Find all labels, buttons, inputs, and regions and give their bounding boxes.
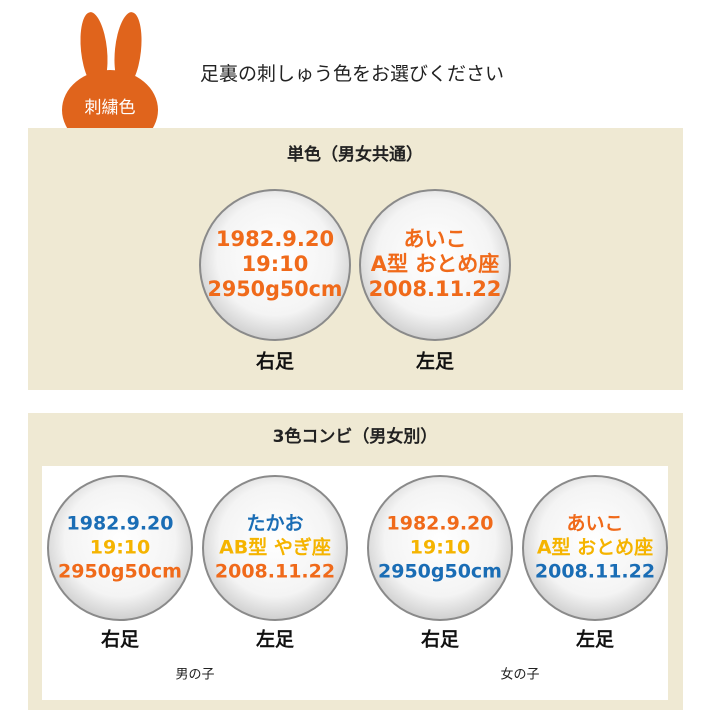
embroidery-text: 2008.11.22 [535,561,655,583]
embroidery-text: 2950g50cm [58,561,182,583]
foot-label: 左足 [416,350,455,373]
embroidery-sample [522,475,668,621]
embroidery-text: A型 おとめ座 [537,536,653,559]
embroidery-text: 1982.9.20 [67,513,174,535]
foot-label: 左足 [256,628,295,651]
embroidery-text: 2008.11.22 [215,561,335,583]
foot-label: 右足 [255,350,295,373]
section-title: 3色コンビ（男女別） [273,426,438,447]
section-panel [28,128,683,390]
embroidery-sample [202,475,348,621]
embroidery-text: 19:10 [90,537,150,559]
badge-text: 刺繍色 [85,98,136,118]
embroidery-text: たかお [246,513,303,535]
embroidery-text: AB型 やぎ座 [219,536,331,559]
embroidery-text: A型 おとめ座 [371,252,500,276]
embroidery-text: 1982.9.20 [387,513,494,535]
embroidery-sample [47,475,193,621]
embroidery-text: 19:10 [242,252,309,276]
embroidery-text: 2008.11.22 [369,277,502,301]
foot-label: 左足 [576,628,615,651]
embroidery-text: あいこ [566,513,623,535]
embroidery-sample [359,189,511,341]
embroidery-text: 2950g50cm [208,277,343,301]
embroidery-text: 1982.9.20 [216,227,334,251]
section-title: 単色（男女共通） [287,144,423,165]
group-caption: 男の子 [175,668,214,683]
page-title: 足裏の刺しゅう色をお選びください [200,63,504,85]
foot-label: 右足 [420,628,460,651]
group-caption: 女の子 [500,667,539,683]
embroidery-sample [367,475,513,621]
foot-label: 右足 [100,628,140,651]
embroidery-sample [199,189,351,341]
embroidery-text: 19:10 [410,537,470,559]
embroidery-text: 2950g50cm [378,561,502,583]
embroidery-text: あいこ [404,227,467,251]
